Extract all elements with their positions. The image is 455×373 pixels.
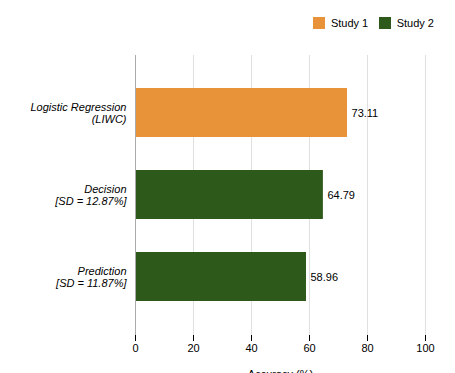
html-text:Study 1: Study 1 [330,16,369,29]
svg-text:20: 20 [187,342,199,354]
svg-text:Decision[SD = 12.87%]: Decision[SD = 12.87%] [54,182,127,206]
svg-text:60: 60 [303,342,315,354]
html-text:Study 2: Study 2 [396,16,434,29]
svg-text:Logistic Regression(LIWC): Logistic Regression(LIWC) [31,100,127,124]
svg-text:64.79: 64.79 [327,188,355,200]
svg-text:Prediction[SD = 11.87%]: Prediction[SD = 11.87%] [55,264,127,288]
svg-text:100: 100 [416,342,434,354]
svg-text:80: 80 [361,342,373,354]
svg-text:0: 0 [132,342,138,354]
svg-text:Accuracy (%): Accuracy (%) [248,367,313,373]
svg-text:40: 40 [245,342,257,354]
svg-text:73.11: 73.11 [352,106,379,118]
svg-text:58.96: 58.96 [310,270,338,282]
